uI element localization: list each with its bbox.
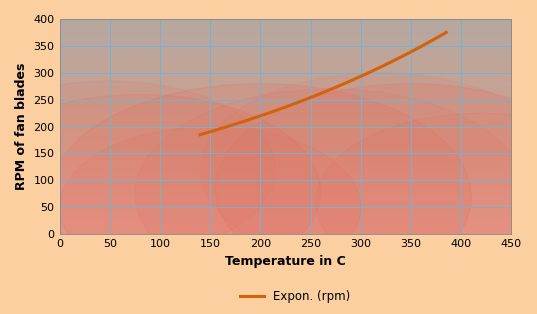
Circle shape (49, 84, 471, 310)
Circle shape (0, 81, 275, 258)
Circle shape (0, 94, 321, 288)
Legend: Expon. (rpm): Expon. (rpm) (236, 286, 355, 308)
Circle shape (200, 73, 537, 267)
X-axis label: Temperature in C: Temperature in C (225, 255, 346, 268)
Circle shape (215, 84, 537, 293)
Circle shape (316, 113, 537, 291)
Circle shape (60, 127, 361, 288)
Circle shape (135, 89, 526, 299)
Y-axis label: RPM of fan blades: RPM of fan blades (15, 63, 28, 190)
